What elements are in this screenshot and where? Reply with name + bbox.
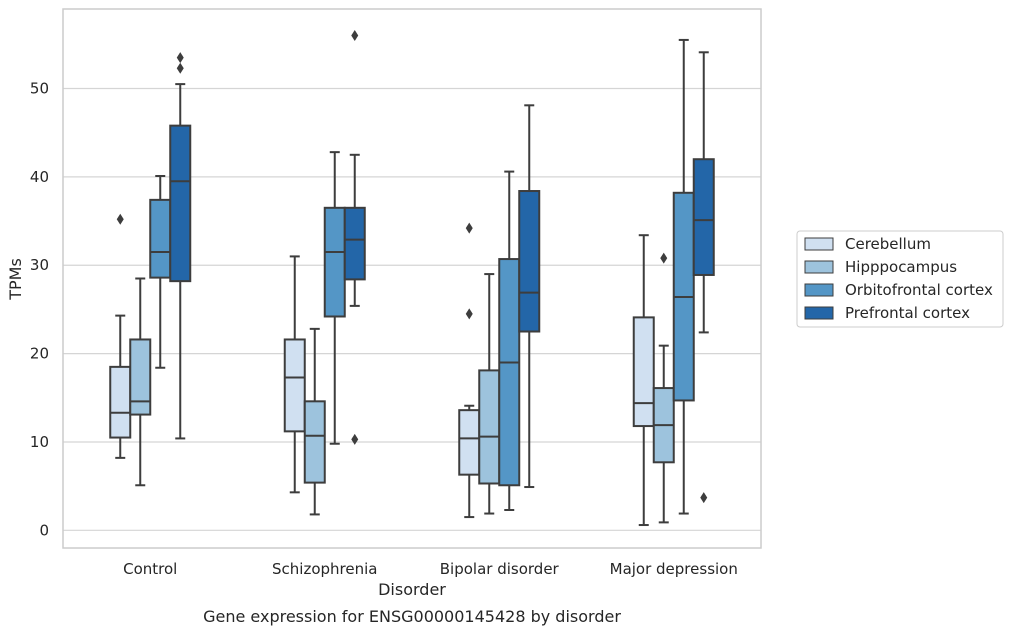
x-tick-label: Major depression (610, 560, 738, 578)
outlier-point (116, 213, 124, 225)
y-tick-label: 20 (30, 345, 49, 363)
box-group (632, 234, 655, 527)
legend-frame (796, 230, 1004, 328)
box (478, 369, 501, 485)
outlier-point (660, 252, 668, 264)
y-tick-label: 0 (39, 521, 49, 539)
box-group (672, 38, 695, 515)
box (458, 409, 481, 476)
outlier-point (176, 62, 184, 74)
box (692, 158, 715, 276)
outlier-point (351, 30, 359, 42)
box (283, 338, 306, 433)
legend-swatch (804, 237, 834, 251)
y-tick-label: 50 (30, 80, 49, 98)
box (149, 198, 172, 279)
outlier-point (465, 222, 473, 234)
box-group (109, 213, 132, 459)
box-group (169, 52, 192, 440)
legend-entry-label: Prefrontal cortex (845, 304, 970, 322)
legend-entry-label: Cerebellum (845, 235, 931, 253)
legend-entry-label: Hipppocampus (845, 258, 957, 276)
box-group (652, 252, 675, 524)
box-group (518, 104, 541, 489)
plot-frame (62, 8, 762, 549)
box (323, 206, 346, 318)
box (632, 316, 655, 428)
box (169, 124, 192, 283)
box-group (283, 255, 306, 494)
box-group (458, 222, 481, 519)
box-group (323, 151, 346, 445)
box (109, 365, 132, 439)
y-axis-title: TPMs (6, 258, 25, 301)
plot-area (109, 30, 715, 527)
x-tick-label: Bipolar disorder (440, 560, 560, 578)
outlier-point (176, 52, 184, 64)
x-axis-ticks: Control Schizophrenia Bipolar disorder Majo… (123, 560, 738, 578)
outlier-point (700, 492, 708, 504)
box (518, 190, 541, 333)
box-group (129, 277, 152, 487)
x-axis-title: Disorder (378, 580, 446, 599)
box (303, 400, 326, 484)
legend-swatch (804, 283, 834, 297)
box (129, 338, 152, 416)
box (498, 258, 521, 487)
outlier-point (351, 433, 359, 445)
box (343, 206, 366, 281)
box-group (692, 51, 715, 504)
box-group (149, 175, 172, 369)
y-tick-label: 40 (30, 168, 49, 186)
x-tick-label: Schizophrenia (272, 560, 377, 578)
legend-entry-label: Orbitofrontal cortex (845, 281, 993, 299)
box-group (343, 30, 366, 445)
x-tick-label: Control (123, 560, 177, 578)
outlier-point (465, 308, 473, 320)
box-group (498, 170, 521, 512)
legend-swatch (804, 306, 834, 320)
y-axis-ticks: 0 10 20 30 40 50 (30, 80, 49, 540)
y-tick-label: 10 (30, 433, 49, 451)
y-tick-label: 30 (30, 256, 49, 274)
legend: Cerebellum Hipppocampus Orbitofrontal cort… (796, 230, 1004, 328)
chart-caption: Gene expression for ENSG00000145428 by d… (203, 607, 621, 626)
box-group (303, 327, 326, 516)
legend-swatch (804, 260, 834, 274)
